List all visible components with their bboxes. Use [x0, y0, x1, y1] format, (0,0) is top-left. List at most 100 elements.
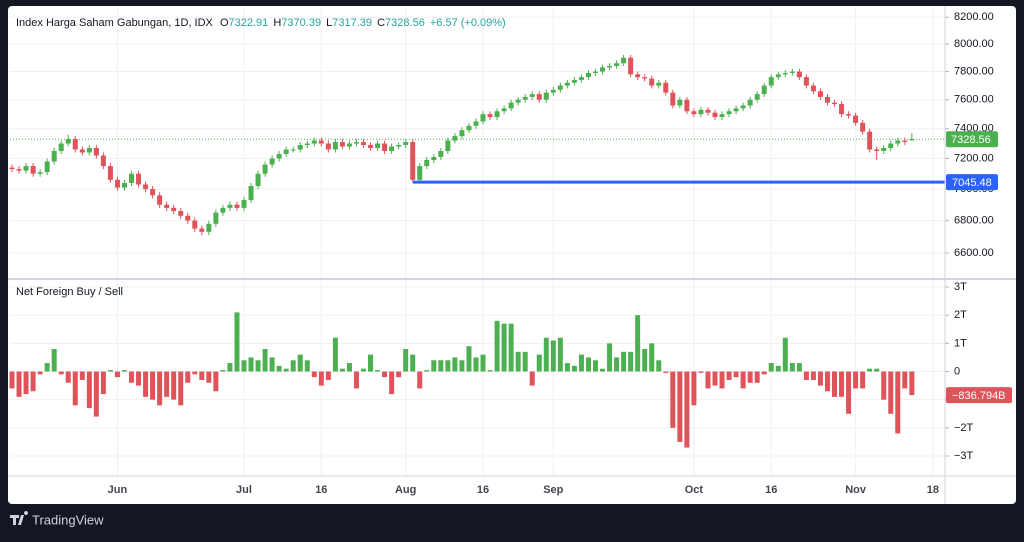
- candle-body: [571, 79, 577, 83]
- flow-bar: [445, 360, 451, 372]
- candle-body: [578, 77, 584, 80]
- candle-body: [206, 223, 212, 232]
- candle-body: [403, 142, 409, 146]
- flow-bar: [227, 363, 233, 372]
- candle-body: [487, 114, 493, 118]
- flow-bar: [241, 360, 247, 372]
- flow-bar: [578, 354, 584, 372]
- x-tick-label: Aug: [395, 484, 416, 496]
- legend-c: C: [377, 17, 385, 29]
- flow-bar: [874, 368, 880, 372]
- legend-o: O: [220, 17, 229, 29]
- flow-bar: [607, 343, 613, 372]
- candle-body: [234, 204, 240, 208]
- flow-bar: [283, 368, 289, 372]
- candle-body: [628, 57, 634, 75]
- flow-bar: [114, 371, 120, 378]
- candle-body: [121, 182, 127, 188]
- flow-bar: [501, 323, 507, 372]
- candle-body: [824, 96, 830, 103]
- flow-bar: [684, 371, 690, 448]
- candle-body: [775, 74, 781, 78]
- candle-body: [635, 74, 641, 78]
- candle-body: [796, 71, 802, 78]
- flow-bar: [733, 371, 739, 378]
- flow-bar: [909, 371, 915, 396]
- candle-body: [557, 85, 563, 90]
- flow-bar: [564, 363, 570, 372]
- candle-body: [508, 102, 514, 109]
- flow-bar: [585, 357, 591, 372]
- flow-bar: [543, 337, 549, 372]
- candle-body: [353, 142, 359, 144]
- candle-body: [178, 211, 184, 216]
- flow-bar: [276, 365, 282, 372]
- candle-body: [332, 142, 338, 150]
- flow-bar: [44, 363, 50, 372]
- pane-title: Net Foreign Buy / Sell: [16, 286, 123, 298]
- candle-body: [761, 85, 767, 95]
- candle-body: [431, 157, 437, 161]
- candle-body: [550, 89, 556, 93]
- candle-body: [192, 220, 198, 229]
- candle-body: [719, 114, 725, 118]
- marks: [9, 54, 945, 448]
- flow-bar: [571, 365, 577, 372]
- candle-body: [79, 149, 85, 153]
- flow-bar: [860, 371, 866, 389]
- last-value-label: −836.794B: [952, 390, 1006, 402]
- flow-bar: [396, 371, 402, 378]
- x-tick-label: 16: [315, 484, 327, 496]
- flow-bar: [747, 371, 753, 383]
- legend-close: 7328.56: [385, 17, 425, 29]
- flow-bar: [881, 371, 887, 400]
- x-tick-label: 16: [477, 484, 489, 496]
- flow-bar: [473, 357, 479, 372]
- candle-body: [86, 147, 92, 153]
- legend: Index Harga Saham Gabungan, 1D, IDX O 732…: [16, 17, 506, 29]
- candle-body: [501, 108, 507, 112]
- candle-body: [888, 143, 894, 148]
- flow-bar: [79, 371, 85, 380]
- candle-body: [536, 94, 542, 100]
- candle-body: [129, 173, 135, 183]
- candle-body: [782, 72, 788, 75]
- candle-body: [311, 140, 317, 144]
- legend-low: 7317.39: [332, 17, 372, 29]
- flow-bar: [304, 360, 310, 372]
- candle-body: [346, 143, 352, 147]
- price-line-label: 7045.48: [952, 177, 992, 189]
- flow-bar: [670, 371, 676, 428]
- candle-body: [44, 161, 50, 173]
- candle-body: [698, 109, 704, 115]
- candle-body: [607, 66, 613, 68]
- candle-body: [143, 184, 149, 190]
- candle-body: [185, 215, 191, 221]
- candle-body: [656, 82, 662, 86]
- candle-body: [157, 195, 163, 205]
- labels: 7328.56 7045.48 −836.794B Jun Jul 16 Aug 16 Sep O…: [108, 131, 1012, 496]
- candle-body: [895, 140, 901, 144]
- candle-body: [199, 228, 205, 232]
- flow-bar: [417, 371, 423, 389]
- candle-body: [494, 111, 500, 118]
- candle-body: [473, 121, 479, 126]
- x-tick-label: 18: [927, 484, 939, 496]
- legend-name: Index Harga Saham Gabungan, 1D, IDX: [16, 17, 214, 29]
- x-tick-label: 16: [765, 484, 777, 496]
- y-tick-label: 6800.00: [954, 215, 994, 227]
- candle-body: [424, 160, 430, 167]
- candle-body: [543, 92, 549, 100]
- flow-bar: [150, 371, 156, 400]
- candle-body: [65, 139, 71, 144]
- candle-body: [417, 166, 423, 180]
- y-tick-label: 6600.00: [954, 247, 994, 259]
- y-tick-label: −3T: [954, 450, 974, 462]
- candle-body: [621, 57, 627, 64]
- flow-bar: [459, 360, 465, 372]
- flow-bar: [431, 360, 437, 372]
- candle-body: [585, 72, 591, 78]
- candle-body: [171, 207, 177, 212]
- x-tick-label: Sep: [543, 484, 563, 496]
